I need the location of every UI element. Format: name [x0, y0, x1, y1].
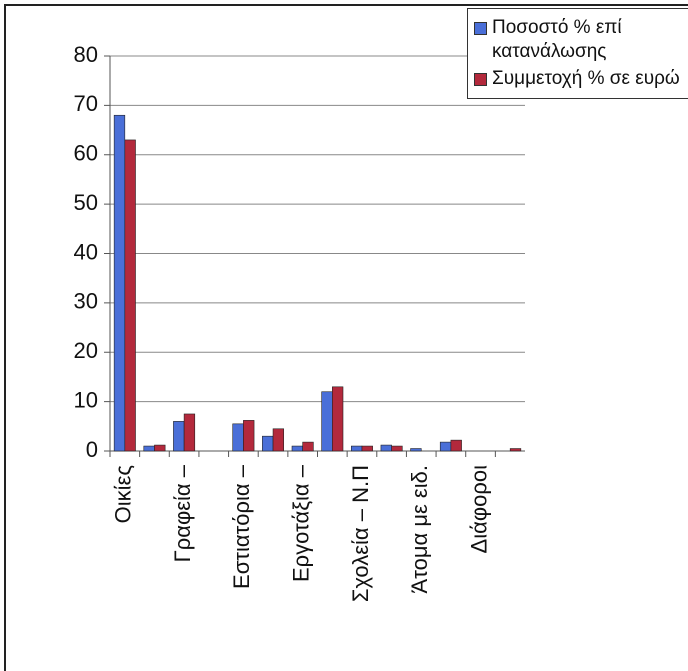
bar	[410, 448, 422, 452]
y-tick-label: 80	[74, 42, 98, 67]
bar	[143, 445, 155, 452]
bar	[509, 448, 522, 452]
x-tick-label: Άτομα με ειδ.	[407, 465, 432, 593]
legend-label: Συμμετοχή % σε ευρώ	[492, 68, 680, 89]
bar	[302, 441, 314, 452]
legend-swatch	[474, 22, 487, 35]
y-tick-label: 50	[74, 190, 98, 215]
y-tick-label: 10	[74, 387, 98, 412]
bar	[243, 420, 255, 452]
y-tick-label: 60	[74, 141, 98, 166]
bar	[124, 139, 136, 452]
bar	[173, 421, 185, 452]
bar	[391, 445, 403, 452]
bar	[350, 445, 363, 452]
y-tick-label: 20	[74, 338, 98, 363]
legend-item: Συμμετοχή % σε ευρώ	[474, 67, 688, 91]
bar	[380, 444, 392, 452]
x-tick-label: Εστιατόρια –	[229, 464, 254, 589]
x-tick-label: Γραφεία –	[170, 464, 195, 562]
bar	[272, 428, 285, 452]
y-tick-label: 0	[86, 437, 98, 462]
bar	[450, 439, 462, 452]
bar	[321, 391, 333, 452]
frame	[4, 4, 688, 671]
x-tick-label: Οικίες	[111, 465, 136, 523]
legend: Ποσοστό % επί κατανάλωσης Συμμετοχή % σε …	[467, 8, 688, 99]
bar	[262, 435, 274, 452]
bar	[183, 413, 196, 452]
bar	[361, 445, 373, 452]
y-tick-label: 40	[74, 239, 98, 264]
legend-item: Ποσοστό % επί κατανάλωσης	[474, 16, 688, 64]
y-tick-label: 30	[74, 289, 98, 314]
y-tick-label: 70	[74, 91, 98, 116]
x-tick-label: Σχολεία – Ν.Π	[348, 465, 373, 602]
legend-swatch	[474, 73, 487, 86]
x-tick-label: Διάφοροι	[466, 465, 491, 554]
bar	[439, 441, 452, 452]
bar	[154, 444, 166, 452]
bar	[332, 386, 344, 452]
x-tick-label: Εργοτάξια –	[288, 464, 313, 582]
bar	[113, 114, 126, 452]
bar	[232, 423, 244, 452]
legend-label: Ποσοστό % επί κατανάλωσης	[492, 17, 622, 62]
bar	[291, 445, 303, 452]
